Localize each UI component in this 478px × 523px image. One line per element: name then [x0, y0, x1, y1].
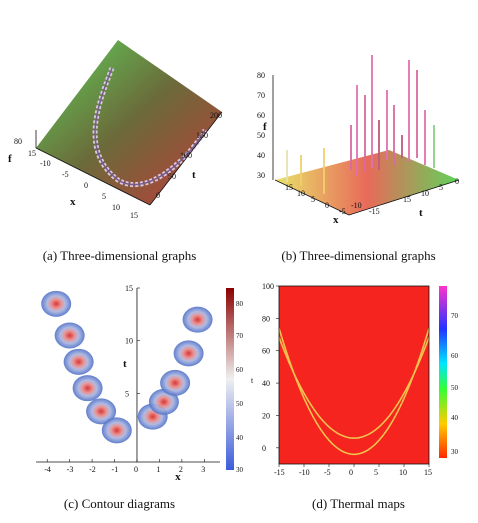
- svg-text:-5: -5: [62, 170, 69, 179]
- svg-text:0: 0: [455, 177, 459, 186]
- x-tick-label: 10: [399, 468, 407, 477]
- svg-text:15: 15: [28, 149, 36, 158]
- svg-text:15: 15: [285, 183, 293, 192]
- contour-plot: -4 -3 -2 -1 0 1 2 3 15 10 5 x t: [36, 284, 234, 483]
- svg-text:0: 0: [156, 191, 160, 200]
- svg-text:0: 0: [84, 181, 88, 190]
- y-tick-label: 40: [262, 379, 270, 388]
- x-tick-label: 0: [349, 468, 353, 477]
- svg-text:15: 15: [403, 195, 411, 204]
- y-tick-label: 5: [125, 389, 129, 398]
- svg-text:10: 10: [297, 189, 305, 198]
- svg-text:15: 15: [130, 211, 138, 220]
- svg-text:-10: -10: [40, 159, 51, 168]
- svg-text:80: 80: [257, 71, 265, 80]
- svg-text:-15: -15: [369, 207, 380, 216]
- plot-3d-a: 80 15 f -10 -5 0 5 10 15 x 200 150 100 5…: [8, 40, 223, 220]
- colorbar-d: [439, 286, 447, 458]
- surface-b: [275, 150, 459, 215]
- x-axis-label: x: [175, 471, 181, 480]
- svg-text:10: 10: [112, 203, 120, 212]
- x-tick-label: 1: [156, 465, 160, 474]
- thermal-map: -15-10-5051015100806040200xt: [251, 282, 447, 487]
- svg-text:5: 5: [102, 192, 106, 201]
- panel-c: -4 -3 -2 -1 0 1 2 3 15 10 5 x t 80 70 60 50 40 30: [0, 280, 243, 483]
- x-tick-label: -1: [112, 465, 119, 474]
- svg-text:40: 40: [257, 151, 265, 160]
- y-axis-label: t: [251, 376, 254, 385]
- colorbar-ticks-d: 70 60 50 40 30: [451, 312, 458, 456]
- y-tick-label: 20: [262, 411, 270, 420]
- panel-b: 80 70 60 50 40 30 f 15 10 5 0 -5 -10 -15…: [239, 30, 478, 230]
- svg-text:50: 50: [168, 172, 176, 181]
- svg-text:30: 30: [257, 171, 265, 180]
- y-tick-label: 100: [262, 282, 274, 291]
- svg-text:60: 60: [257, 111, 265, 120]
- caption-b: (b) Three-dimensional graphs: [281, 248, 436, 263]
- thermal-curve: [278, 337, 430, 439]
- contour-peak: [54, 322, 85, 349]
- thermal-background: [279, 286, 429, 464]
- f-label-a: f: [8, 153, 12, 165]
- colorbar-ticks-c: 80 70 60 50 40 30: [236, 300, 243, 474]
- caption-d: (d) Thermal maps: [312, 496, 405, 511]
- x-tick-label: 0: [134, 465, 138, 474]
- caption-c: (c) Contour diagrams: [63, 496, 176, 511]
- svg-text:200: 200: [210, 111, 222, 120]
- svg-text:-10: -10: [351, 201, 362, 210]
- y-tick-label: 80: [262, 314, 270, 323]
- svg-text:70: 70: [257, 91, 265, 100]
- t-label-b: t: [419, 207, 423, 219]
- x-tick-label: -10: [299, 468, 310, 477]
- thermal-curve: [278, 327, 430, 456]
- x-tick-label: -2: [89, 465, 96, 474]
- t-label-a: t: [192, 169, 196, 181]
- x-tick-label: -4: [44, 465, 51, 474]
- contour-peak: [86, 398, 117, 425]
- svg-text:10: 10: [421, 189, 429, 198]
- x-label-a: x: [70, 196, 76, 208]
- contour-peaks: [41, 290, 213, 444]
- plot-3d-b: 80 70 60 50 40 30 f 15 10 5 0 -5 -10 -15…: [257, 55, 460, 226]
- contour-peak: [41, 290, 72, 317]
- panel-a: 80 15 f -10 -5 0 5 10 15 x 200 150 100 5…: [0, 30, 239, 230]
- x-axis-label: x: [351, 478, 355, 480]
- svg-text:5: 5: [439, 183, 443, 192]
- spikes-b: [286, 55, 435, 194]
- contour-peak: [72, 375, 103, 402]
- x-tick-label: 3: [201, 465, 205, 474]
- y-tick-label: 0: [262, 444, 266, 453]
- caption-a: (a) Three-dimensional graphs: [42, 248, 197, 263]
- f-label-b: f: [263, 121, 267, 133]
- thermal-axes: -15-10-5051015100806040200xt: [251, 282, 432, 487]
- contour-peak: [63, 348, 94, 375]
- y-axis-label: t: [123, 358, 127, 370]
- svg-text:5: 5: [311, 195, 315, 204]
- svg-text:150: 150: [196, 131, 208, 140]
- contour-peak: [182, 306, 213, 333]
- thermal-curves: [278, 327, 430, 456]
- x-label-b: x: [333, 214, 339, 226]
- contour-peak: [173, 340, 204, 367]
- contour-peak: [160, 369, 191, 396]
- svg-text:50: 50: [257, 131, 265, 140]
- contour-axes: -4 -3 -2 -1 0 1 2 3 15 10 5 x t: [36, 284, 220, 483]
- svg-text:0: 0: [325, 201, 329, 210]
- x-tick-label: 2: [179, 465, 183, 474]
- x-tick-label: -5: [324, 468, 331, 477]
- y-tick-label: 10: [125, 337, 133, 346]
- y-tick-label: 15: [125, 284, 133, 293]
- svg-text:-5: -5: [339, 207, 346, 216]
- contour-peak: [101, 417, 132, 444]
- x-tick-label: 15: [424, 468, 432, 477]
- panel-d: -15-10-5051015100806040200xt 70 60 50 40…: [239, 280, 478, 487]
- svg-text:100: 100: [180, 151, 192, 160]
- x-tick-label: 5: [374, 468, 378, 477]
- y-tick-label: 60: [262, 347, 270, 356]
- x-tick-label: -3: [67, 465, 74, 474]
- colorbar-c: [226, 288, 234, 470]
- x-tick-label: -15: [274, 468, 285, 477]
- f-tick-a: 80: [14, 137, 22, 146]
